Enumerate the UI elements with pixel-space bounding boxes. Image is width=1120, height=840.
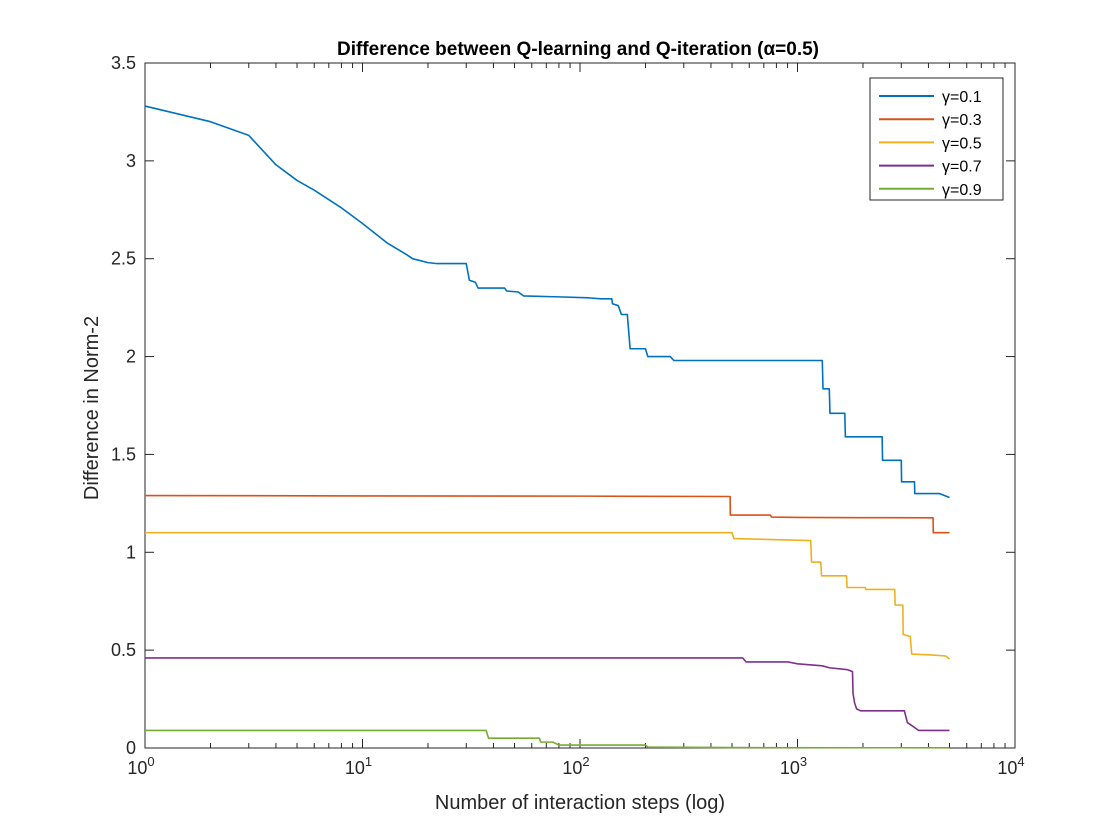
legend-label-4: γ=0.7	[942, 159, 982, 176]
y-tick-label: 3	[126, 151, 136, 171]
y-tick-label: 2.5	[111, 249, 136, 269]
tick-marks	[144, 62, 1016, 749]
legend: γ=0.1 γ=0.3 γ=0.5 γ=0.7 γ=0.9	[869, 77, 1004, 201]
y-axis-label: Difference in Norm-2	[81, 316, 103, 500]
x-tick-label: 101	[345, 754, 372, 778]
y-tick-label: 1.5	[111, 444, 136, 464]
y-tick-label: 0	[126, 738, 136, 758]
legend-label-3: γ=0.5	[942, 135, 982, 152]
legend-box	[869, 77, 1004, 201]
x-tick-label: 102	[562, 754, 589, 778]
y-tick-label: 1	[126, 542, 136, 562]
x-axis-label: Number of interaction steps (log)	[435, 792, 725, 814]
y-tick-label: 3.5	[111, 53, 136, 73]
y-tick-label: 2	[126, 347, 136, 367]
series-line-2	[144, 494, 950, 534]
x-tick-label: 103	[780, 754, 807, 778]
chart-title: Difference between Q-learning and Q-iter…	[337, 39, 819, 60]
x-tick-label: 104	[997, 754, 1024, 778]
series-line-1	[144, 105, 950, 499]
legend-label-2: γ=0.3	[942, 112, 982, 129]
y-tick-labels: 0 0.5 1 1.5 2 2.5 3 3.5	[111, 53, 136, 758]
legend-label-5: γ=0.9	[942, 182, 982, 199]
x-tick-label: 100	[127, 754, 154, 778]
legend-label-1: γ=0.1	[942, 89, 982, 106]
series-line-4	[145, 657, 950, 732]
x-tick-labels: 100 101 102 103 104	[127, 754, 1024, 778]
series-line-3	[145, 531, 951, 660]
series-line-5	[145, 729, 950, 749]
plot-lines	[144, 105, 951, 749]
y-tick-label: 0.5	[111, 640, 136, 660]
